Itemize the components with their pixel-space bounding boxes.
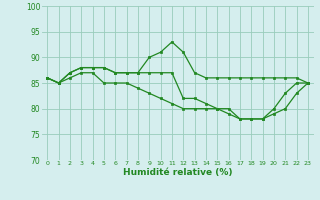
X-axis label: Humidité relative (%): Humidité relative (%) xyxy=(123,168,232,177)
